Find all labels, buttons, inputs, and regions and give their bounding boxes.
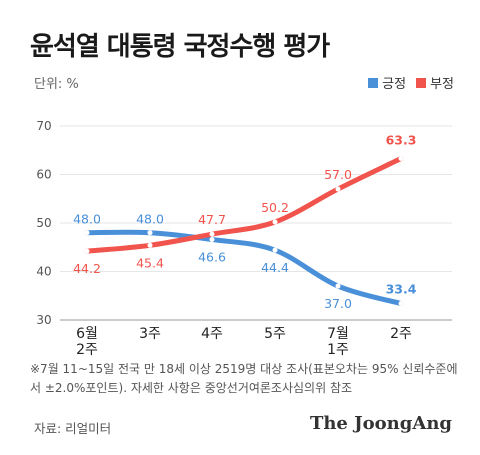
x-tick-label: 3주 [139,326,161,342]
legend-item-positive: 긍정 [368,73,406,92]
data-point-negative [84,248,90,254]
data-label-negative: 45.4 [136,255,164,270]
data-label-positive: 48.0 [73,212,101,227]
data-label-negative: 63.3 [386,132,417,147]
x-tick-label: 1주 [327,342,349,358]
x-tick-label: 2주 [76,342,98,358]
x-tick-label: 2주 [390,326,412,342]
y-tick-label: 40 [36,265,51,279]
data-point-positive [84,230,90,236]
legend-label-negative: 부정 [430,77,454,92]
source-label: 자료: 리얼미터 [34,421,112,436]
legend-item-negative: 부정 [416,73,454,92]
y-tick-label: 70 [36,119,51,133]
x-tick-label: 7월 [327,326,349,342]
y-tick-label: 30 [36,313,51,327]
series-line-negative [84,155,404,254]
data-point-positive [398,301,404,307]
data-label-positive: 46.6 [198,249,226,264]
data-label-positive: 44.4 [261,260,289,275]
x-tick-label: 4주 [201,326,223,342]
legend-label-positive: 긍정 [382,77,407,92]
data-point-negative [147,242,153,248]
y-tick-label: 50 [36,216,51,230]
data-point-positive [335,283,341,289]
data-label-positive: 33.4 [386,282,417,297]
data-label-negative: 57.0 [324,167,352,182]
legend: 긍정 부정 [368,73,454,92]
unit-label: 단위: % [34,77,79,92]
data-label-negative: 44.2 [73,261,101,276]
x-tick-label: 6월 [76,326,98,342]
data-point-positive [147,230,153,236]
data-point-negative [398,155,404,161]
y-tick-label: 60 [36,168,51,182]
legend-swatch-positive [368,77,379,88]
x-tick-label: 5주 [264,326,286,342]
brand-logo: The JoongAng [309,413,452,434]
series-line-positive [84,229,404,307]
legend-swatch-negative [416,77,427,88]
data-label-positive: 48.0 [136,212,164,227]
data-point-negative [335,186,341,192]
page-title: 윤석열 대통령 국정수행 평가 [30,32,330,62]
data-label-negative: 50.2 [261,200,289,215]
data-point-negative [272,219,278,225]
data-point-positive [272,247,278,253]
footnote: ※7월 11~15일 전국 만 18세 이상 2519명 대상 조사(표본오차는… [30,362,458,395]
data-point-positive [209,236,215,242]
data-label-negative: 47.7 [198,212,226,227]
data-label-positive: 37.0 [324,296,352,311]
data-point-negative [209,231,215,237]
